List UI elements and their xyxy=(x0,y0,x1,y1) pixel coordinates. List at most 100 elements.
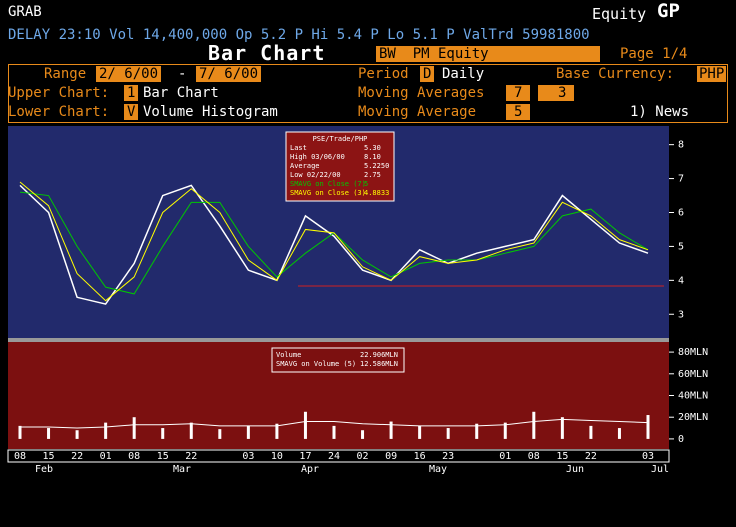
x-tick-label: 08 xyxy=(14,451,26,462)
x-tick-label: 10 xyxy=(271,451,283,462)
y-tick-label: 20MLN xyxy=(678,412,708,423)
footer-line: Copyright 2000 BLOOMBERG L.P. Frankfurt:… xyxy=(14,483,688,494)
volume-bar xyxy=(189,422,193,439)
divider xyxy=(8,338,669,342)
input[interactable]: 2/ 6/00 xyxy=(96,66,162,82)
volume-bar xyxy=(617,428,621,439)
info-value: 8.10 xyxy=(364,153,381,161)
function: GP xyxy=(657,0,680,22)
input[interactable]: 5 xyxy=(506,104,531,120)
x-tick-label: 22 xyxy=(585,451,597,462)
x-tick-label: 01 xyxy=(100,451,112,462)
input[interactable]: 3 xyxy=(538,85,575,101)
security[interactable]: BW PM Equity xyxy=(376,46,600,62)
x-tick-label: 01 xyxy=(499,451,511,462)
value: Daily xyxy=(442,66,485,82)
month-label: Apr xyxy=(301,464,319,475)
value: Bar Chart xyxy=(143,85,219,101)
input[interactable]: 7/ 6/00 xyxy=(196,66,262,82)
y-tick-label: 40MLN xyxy=(678,391,708,402)
info-label: Average xyxy=(290,162,320,170)
volume-bar xyxy=(104,422,108,439)
y-tick-label: 80MLN xyxy=(678,347,708,358)
volume-bar xyxy=(589,425,593,439)
input[interactable]: PHP xyxy=(697,66,727,82)
input[interactable]: V xyxy=(124,104,139,120)
volume-bar xyxy=(503,422,507,439)
y-tick-label: 3 xyxy=(678,309,684,320)
x-tick-label: 08 xyxy=(128,451,140,462)
volume-bar xyxy=(332,425,336,439)
label: Lower Chart: xyxy=(8,104,110,120)
x-tick-label: 15 xyxy=(157,451,169,462)
legend-value: 5 xyxy=(364,180,368,188)
legend-value: 4.8833 xyxy=(364,189,389,197)
info-value: 5.30 xyxy=(364,144,381,152)
x-tick-label: 08 xyxy=(528,451,540,462)
info-value: 2.75 xyxy=(364,171,381,179)
x-tick-label: 17 xyxy=(299,451,311,462)
volume-bar xyxy=(560,417,564,439)
y-tick-label: 4 xyxy=(678,275,684,286)
label: Base Currency: xyxy=(556,66,675,82)
volume-bar xyxy=(475,423,479,439)
x-tick-label: 16 xyxy=(414,451,426,462)
x-axis-band xyxy=(7,449,670,463)
info-label: Volume xyxy=(276,351,301,359)
volume-bar xyxy=(418,425,422,439)
moving-average xyxy=(19,181,649,302)
x-tick-label: 15 xyxy=(43,451,55,462)
info-label: Last xyxy=(290,144,307,152)
month-label: May xyxy=(429,464,447,475)
news-link[interactable]: 1) News xyxy=(630,104,690,120)
x-tick-label: 22 xyxy=(71,451,83,462)
moving-average xyxy=(20,418,649,429)
value: Volume Histogram xyxy=(143,104,278,120)
volume-bar xyxy=(132,417,136,439)
y-tick-label: 6 xyxy=(678,207,684,218)
price-line xyxy=(19,184,649,305)
month-label: Mar xyxy=(173,464,191,475)
info-title: PSE/Trade/PHP xyxy=(313,135,368,143)
volume-bar xyxy=(646,415,650,439)
y-tick-label: 8 xyxy=(678,140,684,151)
label: Range xyxy=(44,66,87,82)
x-tick-label: 09 xyxy=(385,451,397,462)
info-label: Low 02/22/00 xyxy=(290,171,341,179)
volume-bar xyxy=(389,421,393,439)
delay-line: DELAY 23:10 Vol 14,400,000 Op 5.2 P Hi 5… xyxy=(8,27,590,43)
legend-label: SMAVG on Volume (5) xyxy=(276,360,356,368)
label: Period xyxy=(358,66,409,82)
screen-title: Bar Chart xyxy=(208,41,326,65)
input[interactable]: D xyxy=(420,66,435,82)
volume-bar xyxy=(246,425,250,439)
market: Equity xyxy=(592,5,647,23)
label: Upper Chart: xyxy=(8,85,110,101)
volume-bar xyxy=(47,428,51,439)
settings-frame xyxy=(8,64,728,123)
legend-label: SMAVG on Close (7) xyxy=(290,180,366,188)
y-tick-label: 60MLN xyxy=(678,369,708,380)
y-tick-label: 5 xyxy=(678,241,684,252)
x-tick-label: 03 xyxy=(642,451,654,462)
x-tick-label: 02 xyxy=(357,451,369,462)
volume-bar xyxy=(303,411,307,439)
header: GRAB Equity GP DELAY 23:10 Vol 14,400,00… xyxy=(0,0,736,125)
info-value: 5.2250 xyxy=(364,162,389,170)
info-label: High 03/06/00 xyxy=(290,153,345,161)
input[interactable]: 7 xyxy=(506,85,531,101)
x-tick-label: 24 xyxy=(328,451,340,462)
footer-line: Princeton:609-279-3000 Singapore:226-300… xyxy=(14,492,622,503)
input[interactable]: 1 xyxy=(124,85,139,101)
volume-bar xyxy=(446,428,450,439)
month-label: Jul xyxy=(651,464,669,475)
y-tick-label: 0 xyxy=(678,434,684,445)
volume-bar xyxy=(18,425,22,439)
volume-bar xyxy=(218,429,222,439)
label: Moving Averages xyxy=(358,85,485,101)
page-number: Page 1/4 xyxy=(620,46,688,62)
separator: - xyxy=(178,66,187,82)
volume-bar xyxy=(161,428,165,439)
